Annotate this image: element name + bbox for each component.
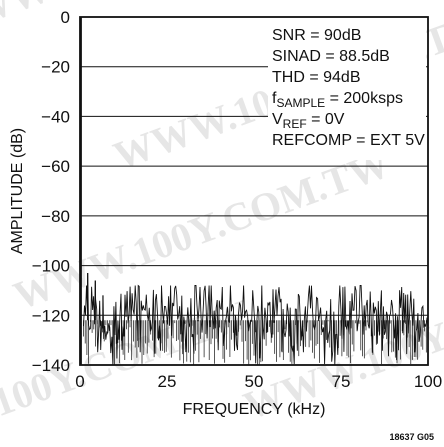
y-axis-label: AMPLITUDE (dB) [9, 128, 26, 254]
y-tick-label: −20 [41, 58, 70, 77]
y-tick-label: −40 [41, 107, 70, 126]
y-tick-label: 0 [61, 8, 70, 27]
annotation-fsample: fSAMPLE = 200ksps [272, 90, 403, 110]
annotation-background [268, 22, 426, 160]
annotation-refcomp: REFCOMP = EXT 5V [272, 132, 425, 149]
annotation-sinad: SINAD = 88.5dB [272, 48, 390, 65]
y-tick-label: −60 [41, 157, 70, 176]
figure-code: 18637 G05 [389, 432, 434, 442]
annotation-vref: VREF = 0V [272, 111, 345, 131]
x-tick-label: 0 [75, 372, 84, 391]
noise-floor-spikes [83, 320, 429, 365]
x-axis-label: FREQUENCY (kHz) [183, 401, 326, 418]
noise-floor-trace [83, 272, 429, 365]
plot-frame [79, 16, 429, 366]
x-tick-label: 25 [158, 372, 177, 391]
annotation-thd: THD = 94dB [272, 69, 360, 86]
y-tick-label: −140 [32, 356, 70, 375]
y-tick-labels: 0 −20 −40 −60 −80 −100 −120 −140 [32, 8, 70, 375]
y-tick-label: −80 [41, 207, 70, 226]
annotation-snr: SNR = 90dB [272, 27, 361, 44]
x-tick-labels: 0 25 50 75 100 [75, 372, 442, 391]
annotation-block: SNR = 90dB SINAD = 88.5dB THD = 94dB fSA… [268, 22, 426, 160]
y-tick-label: −100 [32, 257, 70, 276]
y-tick-label: −120 [32, 306, 70, 325]
x-tick-label: 75 [332, 372, 351, 391]
watermark-text: WWW.100Y.COM.TW [0, 0, 315, 48]
x-tick-label: 100 [414, 372, 442, 391]
x-tick-label: 50 [245, 372, 264, 391]
